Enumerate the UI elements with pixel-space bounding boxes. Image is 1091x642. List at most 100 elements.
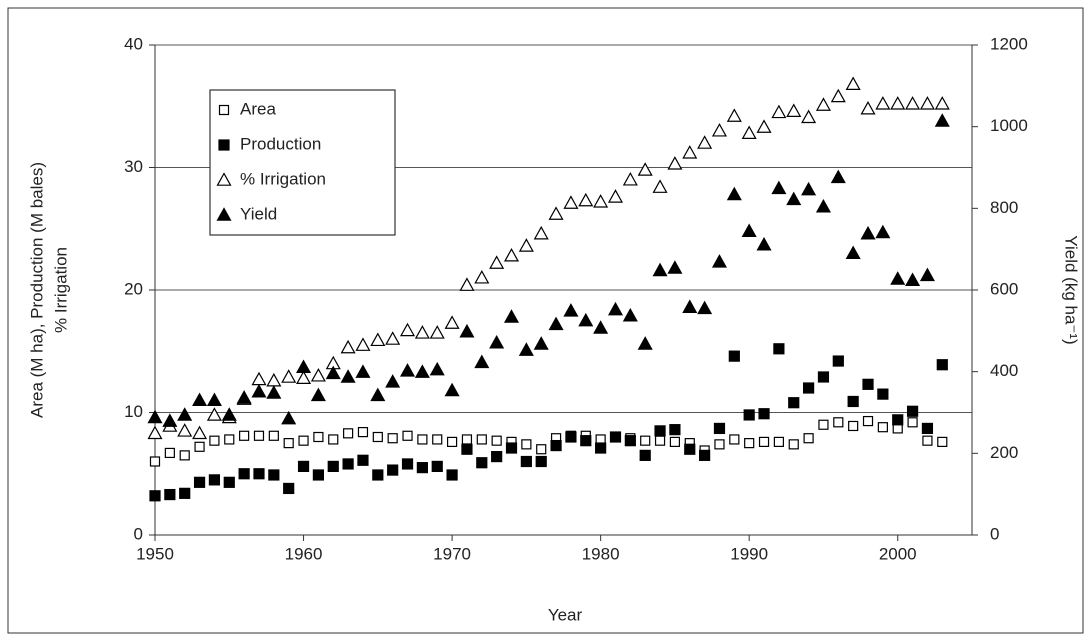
marker bbox=[654, 435, 666, 446]
marker bbox=[192, 392, 208, 407]
marker bbox=[580, 435, 592, 447]
marker bbox=[756, 119, 772, 133]
marker bbox=[489, 255, 505, 269]
marker bbox=[609, 431, 622, 443]
frame bbox=[7, 7, 1084, 634]
marker bbox=[639, 449, 651, 461]
marker bbox=[297, 460, 310, 472]
marker bbox=[860, 225, 876, 240]
marker bbox=[714, 439, 725, 450]
marker bbox=[177, 423, 193, 437]
x-tick-label: 1960 bbox=[285, 544, 323, 563]
marker bbox=[459, 323, 475, 338]
marker bbox=[563, 195, 579, 209]
marker bbox=[518, 342, 534, 356]
marker bbox=[224, 434, 235, 445]
marker bbox=[429, 361, 445, 376]
marker bbox=[728, 350, 740, 362]
legend-label: Yield bbox=[240, 204, 277, 223]
marker bbox=[474, 354, 490, 369]
legend-marker bbox=[216, 172, 232, 186]
marker bbox=[192, 425, 208, 440]
marker bbox=[414, 325, 430, 339]
marker bbox=[503, 309, 520, 323]
marker bbox=[355, 337, 371, 351]
marker bbox=[340, 339, 356, 354]
marker bbox=[654, 425, 666, 437]
marker bbox=[491, 435, 502, 446]
marker bbox=[890, 96, 906, 110]
marker bbox=[697, 135, 713, 149]
marker bbox=[548, 206, 564, 220]
marker bbox=[624, 435, 636, 447]
marker bbox=[206, 407, 222, 421]
marker bbox=[310, 387, 326, 402]
marker bbox=[637, 162, 653, 176]
marker bbox=[266, 385, 282, 399]
y2-tick-label: 800 bbox=[990, 198, 1018, 217]
marker bbox=[921, 422, 934, 435]
marker bbox=[905, 96, 921, 110]
marker bbox=[268, 430, 279, 441]
marker bbox=[431, 460, 443, 472]
marker bbox=[236, 390, 252, 404]
marker bbox=[758, 408, 770, 420]
marker bbox=[607, 189, 624, 203]
marker bbox=[370, 332, 386, 347]
x-axis-label: Year bbox=[548, 605, 583, 624]
marker bbox=[162, 413, 178, 427]
marker bbox=[862, 378, 874, 390]
marker bbox=[803, 433, 814, 444]
marker bbox=[340, 369, 356, 383]
marker bbox=[907, 417, 918, 428]
marker bbox=[817, 371, 830, 383]
marker bbox=[743, 409, 755, 421]
marker bbox=[565, 431, 577, 443]
marker bbox=[281, 369, 297, 383]
marker bbox=[401, 458, 414, 470]
marker bbox=[773, 343, 785, 355]
marker bbox=[147, 425, 163, 440]
marker bbox=[357, 454, 369, 466]
marker bbox=[593, 194, 609, 208]
marker bbox=[593, 320, 609, 334]
marker bbox=[801, 109, 817, 124]
y2-tick-label: 200 bbox=[990, 443, 1018, 462]
marker bbox=[832, 355, 844, 367]
marker bbox=[432, 434, 443, 445]
marker bbox=[669, 424, 681, 436]
marker bbox=[802, 382, 815, 394]
marker bbox=[521, 439, 532, 450]
marker bbox=[622, 307, 638, 322]
marker bbox=[771, 180, 787, 195]
marker bbox=[459, 277, 475, 291]
marker bbox=[744, 438, 755, 449]
marker bbox=[786, 103, 802, 117]
marker bbox=[283, 482, 295, 495]
legend-marker bbox=[218, 139, 230, 151]
marker bbox=[860, 100, 876, 115]
y2-tick-label: 600 bbox=[990, 279, 1018, 298]
marker bbox=[372, 431, 383, 443]
marker bbox=[729, 434, 740, 445]
y-tick-label: 40 bbox=[124, 34, 143, 53]
marker bbox=[637, 336, 653, 350]
marker bbox=[756, 236, 772, 251]
marker bbox=[535, 455, 547, 468]
marker bbox=[251, 371, 267, 386]
marker bbox=[149, 456, 161, 467]
legend-marker bbox=[218, 104, 230, 116]
marker bbox=[548, 316, 564, 331]
x-tick-label: 1980 bbox=[582, 544, 620, 563]
marker bbox=[370, 387, 386, 402]
marker bbox=[505, 442, 518, 454]
x-tick-label: 2000 bbox=[879, 544, 917, 563]
marker bbox=[283, 438, 294, 449]
marker bbox=[682, 299, 698, 313]
marker bbox=[934, 113, 950, 127]
legend-marker bbox=[216, 207, 232, 221]
marker bbox=[830, 169, 846, 184]
marker bbox=[699, 449, 711, 461]
marker bbox=[595, 442, 607, 454]
marker bbox=[503, 247, 520, 262]
